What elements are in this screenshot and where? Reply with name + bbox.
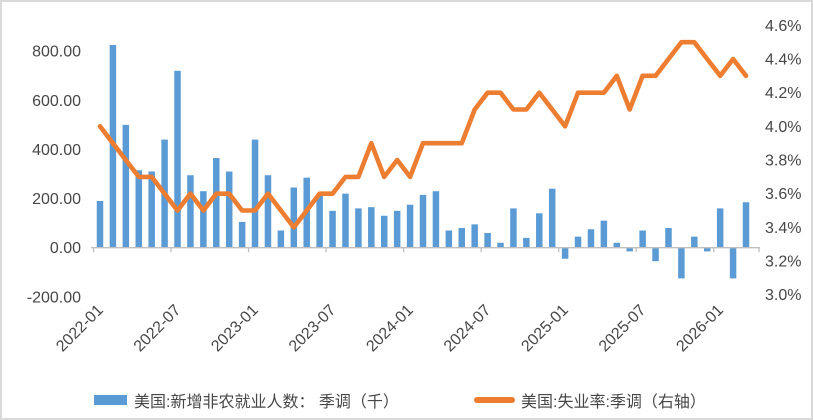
right-axis-tick-label: 4.0% <box>765 119 801 136</box>
right-axis-tick-label: 3.6% <box>765 186 801 203</box>
nonfarm-payrolls-bar <box>264 175 272 248</box>
nonfarm-payrolls-bar <box>523 237 530 248</box>
nonfarm-payrolls-bar <box>665 228 672 248</box>
nonfarm-payrolls-bar <box>458 228 466 248</box>
nonfarm-payrolls-bar <box>691 236 698 248</box>
right-axis-tick-label: 3.0% <box>765 287 801 304</box>
nonfarm-payrolls-bar <box>213 158 220 248</box>
nonfarm-payrolls-bar <box>445 230 453 248</box>
nonfarm-payrolls-bar <box>600 220 608 248</box>
nonfarm-payrolls-bar <box>187 175 194 248</box>
nonfarm-payrolls-bar <box>290 187 298 248</box>
legend-item-unemployment-rate: 美国:失业率:季调（右轴） <box>474 388 706 412</box>
legend-bar-label: 美国:新增非农就业人数： 季调（千） <box>134 394 399 411</box>
nonfarm-payrolls-bar <box>497 242 504 248</box>
nonfarm-payrolls-bar <box>329 210 336 248</box>
left-axis-tick-label: 800.00 <box>32 44 81 61</box>
nonfarm-payrolls-bar <box>484 232 491 248</box>
nonfarm-payrolls-bar <box>652 247 659 262</box>
right-axis-tick-label: 4.2% <box>765 85 801 102</box>
nonfarm-payrolls-bar <box>613 242 621 248</box>
legend-item-nonfarm-payrolls: 美国:新增非农就业人数： 季调（千） <box>94 388 399 412</box>
nonfarm-payrolls-bar <box>510 208 517 248</box>
nonfarm-payrolls-bar <box>471 224 478 248</box>
nonfarm-payrolls-bar <box>251 139 259 248</box>
left-axis-tick-label: 400.00 <box>32 142 81 159</box>
x-axis-tick-label: 2024-01 <box>363 302 417 356</box>
x-axis-tick-label: 2025-01 <box>518 302 572 356</box>
x-axis-tick-label: 2022-01 <box>53 302 107 356</box>
nonfarm-payrolls-bar <box>277 230 285 248</box>
x-axis-tick-label: 2022-07 <box>131 302 185 356</box>
nonfarm-payrolls-bar <box>639 230 646 248</box>
right-axis-tick-label: 3.8% <box>765 153 801 170</box>
nonfarm-payrolls-bar <box>561 247 569 259</box>
left-axis-tick-label: 600.00 <box>32 93 81 110</box>
left-axis-tick-label: 200.00 <box>32 191 81 208</box>
nonfarm-payrolls-bar <box>548 188 556 248</box>
nonfarm-payrolls-bar <box>380 215 388 248</box>
x-axis-tick-label: 2023-01 <box>208 302 262 356</box>
nonfarm-payrolls-bar <box>316 194 323 248</box>
chart-legend: 美国:新增非农就业人数： 季调（千） 美国:失业率:季调（右轴） <box>2 386 811 412</box>
nonfarm-payrolls-bar <box>342 193 349 248</box>
unemployment-rate-line <box>97 39 749 230</box>
right-axis-tick-label: 3.2% <box>765 254 801 271</box>
nonfarm-payrolls-bar <box>355 208 362 248</box>
nonfarm-payrolls-bar <box>200 191 207 248</box>
x-axis-tick-label: 2024-07 <box>441 302 495 356</box>
nonfarm-payrolls-bar <box>626 247 633 252</box>
nonfarm-payrolls-bar <box>536 213 543 248</box>
nonfarm-payrolls-bar <box>678 247 685 279</box>
nonfarm-payrolls-bar <box>574 236 582 248</box>
nonfarm-payrolls-bar <box>729 247 737 279</box>
nonfarm-payrolls-bar <box>225 171 233 248</box>
nonfarm-payrolls-bar <box>432 191 440 248</box>
nonfarm-payrolls-bar <box>368 207 375 248</box>
nonfarm-payrolls-bar <box>587 229 595 248</box>
nonfarm-payrolls-bar <box>96 201 104 248</box>
nonfarm-payrolls-bar <box>406 204 414 248</box>
legend-line-label: 美国:失业率:季调（右轴） <box>521 394 706 411</box>
right-axis-tick-label: 4.4% <box>765 52 801 69</box>
nonfarm-payrolls-bar <box>703 247 711 252</box>
x-axis-tick-label: 2026-01 <box>673 302 727 356</box>
nonfarm-payrolls-bar <box>148 171 155 248</box>
left-axis-tick-label: 0.00 <box>50 240 81 257</box>
nonfarm-payrolls-bar <box>419 194 427 248</box>
nonfarm-payrolls-bar <box>238 221 246 248</box>
x-axis-tick-label: 2025-07 <box>596 302 650 356</box>
nonfarm-payrolls-bar <box>174 70 181 248</box>
nonfarm-payrolls-bar <box>122 124 130 248</box>
nonfarm-payrolls-bar <box>135 170 143 248</box>
nonfarm-payrolls-bar <box>393 210 401 248</box>
legend-bar-swatch <box>94 395 127 405</box>
x-axis-tick-label: 2023-07 <box>286 302 340 356</box>
nonfarm-payrolls-bar <box>742 202 750 248</box>
right-axis-tick-label: 3.4% <box>765 220 801 237</box>
legend-line-swatch <box>474 397 515 403</box>
right-axis-tick-label: 4.6% <box>765 18 801 35</box>
left-axis-tick-label: -200.00 <box>27 289 81 306</box>
nonfarm-payrolls-bar <box>716 208 724 248</box>
